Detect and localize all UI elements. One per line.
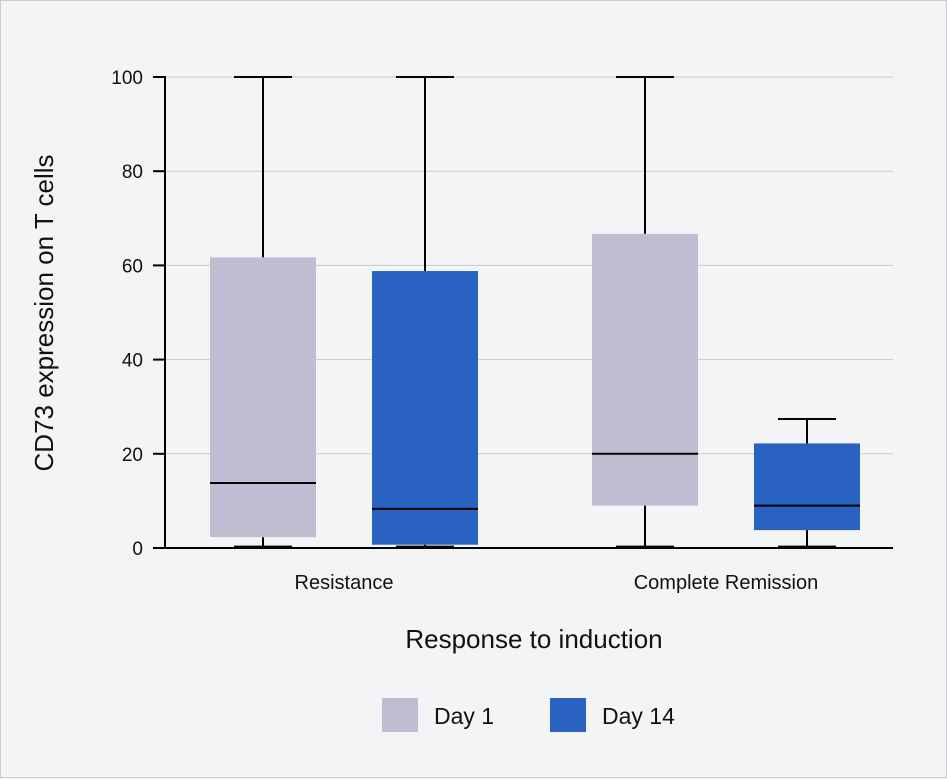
box-day-14-complete-remission [754, 417, 860, 548]
box-plot-series [210, 76, 860, 548]
x-category-label: Resistance [295, 572, 394, 594]
legend: Day 1 Day 14 [382, 698, 675, 732]
iqr-box [592, 233, 698, 506]
axes [164, 76, 893, 549]
box-day-1-complete-remission [592, 76, 698, 548]
x-axis-categories: Resistance Complete Remission [295, 572, 819, 594]
box-day-14-resistance [372, 76, 478, 548]
y-axis-title: CD73 expression on T cells [29, 155, 59, 472]
y-tick-label: 80 [122, 162, 143, 183]
iqr-box [754, 443, 860, 531]
legend-label: Day 14 [602, 703, 675, 729]
legend-item-day-1: Day 1 [382, 698, 494, 732]
x-category-label: Complete Remission [634, 572, 819, 594]
x-axis-title: Response to induction [405, 624, 662, 654]
box-day-1-resistance [210, 76, 316, 548]
iqr-box [372, 271, 478, 545]
iqr-box [210, 257, 316, 538]
y-axis-ticks: 0 20 40 60 80 100 [111, 68, 165, 560]
y-tick-label: 40 [122, 351, 143, 372]
legend-swatch [550, 698, 586, 732]
legend-label: Day 1 [434, 703, 494, 729]
legend-item-day-14: Day 14 [550, 698, 675, 732]
legend-swatch [382, 698, 418, 732]
y-tick-label: 20 [122, 445, 143, 466]
y-tick-label: 60 [122, 256, 143, 277]
y-tick-label: 100 [111, 68, 143, 89]
y-tick-label: 0 [132, 539, 143, 560]
